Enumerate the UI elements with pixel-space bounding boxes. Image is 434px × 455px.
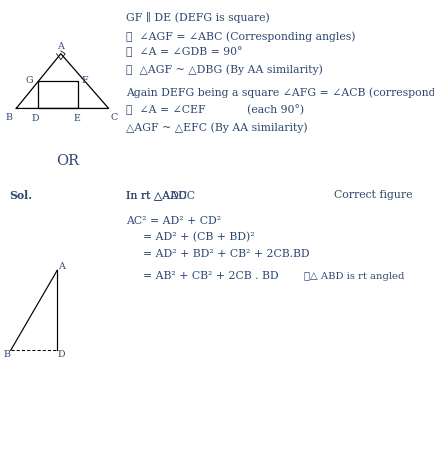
Text: ∴  ∠A = ∠GDB = 90°: ∴ ∠A = ∠GDB = 90° <box>126 46 242 57</box>
Text: F: F <box>81 76 88 85</box>
Text: GF ∥ DE (DEFG is square): GF ∥ DE (DEFG is square) <box>126 12 270 23</box>
Text: = AB² + CB² + 2CB . BD: = AB² + CB² + 2CB . BD <box>143 271 279 281</box>
Text: C: C <box>110 112 118 121</box>
Text: D: D <box>31 113 39 122</box>
Text: D: D <box>58 349 66 359</box>
Text: ∴  ∠A = ∠CEF: ∴ ∠A = ∠CEF <box>126 104 205 114</box>
Text: = AD² + (CB + BD)²: = AD² + (CB + BD)² <box>143 232 255 242</box>
Text: ∴  △AGF ~ △DBG (By AA similarity): ∴ △AGF ~ △DBG (By AA similarity) <box>126 64 323 75</box>
Text: = AD² + BD² + CB² + 2CB.BD: = AD² + BD² + CB² + 2CB.BD <box>143 248 310 258</box>
Text: Again DEFG being a square ∠AFG = ∠ACB (corresponding angles): Again DEFG being a square ∠AFG = ∠ACB (c… <box>126 87 434 98</box>
Text: G: G <box>26 76 33 85</box>
Text: △AGF ~ △EFC (By AA similarity): △AGF ~ △EFC (By AA similarity) <box>126 122 307 133</box>
Text: B: B <box>5 112 13 121</box>
Text: (each 90°): (each 90°) <box>247 104 305 115</box>
Text: OR: OR <box>56 153 79 167</box>
Text: A: A <box>58 262 65 271</box>
Text: AC² = AD² + CD²: AC² = AD² + CD² <box>126 215 221 225</box>
Text: ∴△ ABD is rt angled: ∴△ ABD is rt angled <box>304 271 404 280</box>
Text: ∴  ∠AGF = ∠ABC (Corresponding angles): ∴ ∠AGF = ∠ABC (Corresponding angles) <box>126 31 355 42</box>
Text: Sol.: Sol. <box>10 189 33 200</box>
Text: In rt △AADC: In rt △AADC <box>126 190 195 200</box>
Text: In rt △ADC: In rt △ADC <box>126 190 187 200</box>
Text: A: A <box>57 42 64 51</box>
Text: B: B <box>4 349 11 359</box>
Text: E: E <box>74 113 81 122</box>
Text: Correct figure: Correct figure <box>334 190 412 200</box>
